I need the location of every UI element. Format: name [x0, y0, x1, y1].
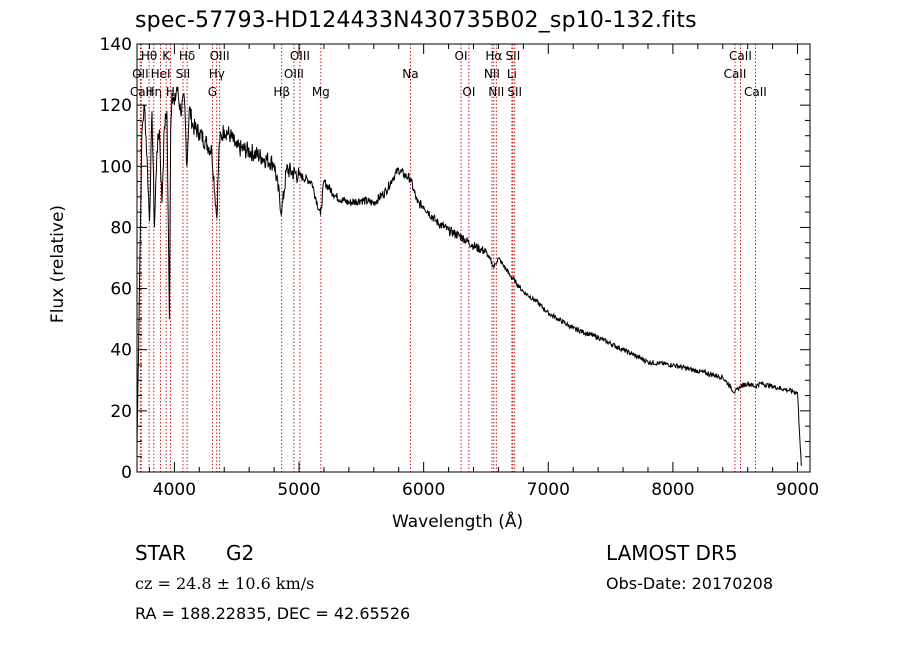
y-axis-label: Flux (relative)	[48, 204, 68, 324]
chart-title: spec-57793-HD124433N430735B02_sp10-132.f…	[135, 8, 697, 33]
line-label: Hγ	[209, 67, 225, 81]
line-label: CaII	[729, 49, 752, 63]
y-tick-label: 40	[110, 341, 132, 361]
line-label: OI	[455, 49, 468, 63]
object-class: STAR	[135, 541, 186, 565]
line-label: OIII	[210, 49, 230, 63]
spectrum-series	[136, 86, 802, 466]
plot-axes: 4000 5000 6000 7000 8000 9000 0 20 40 60 80 100 120 1…	[100, 35, 820, 500]
line-label: Hα	[485, 49, 502, 63]
redshift-cz: cz = 24.8 ± 10.6 km/s	[135, 574, 315, 593]
object-subclass: G2	[226, 541, 255, 565]
x-tick-label: 5000	[277, 480, 320, 500]
line-label: OIII	[284, 67, 304, 81]
line-label: Hθ	[141, 49, 157, 63]
x-tick-label: 9000	[776, 480, 819, 500]
line-label: NII	[488, 85, 504, 99]
line-label: CaII	[130, 85, 153, 99]
x-tick-label: 7000	[527, 480, 570, 500]
line-label: Li	[507, 67, 517, 81]
line-label: K	[162, 49, 171, 63]
line-label: SII	[176, 67, 191, 81]
y-tick-label: 140	[100, 35, 132, 55]
line-label: CaII	[744, 85, 767, 99]
observation-date: Obs-Date: 20170208	[606, 574, 774, 593]
line-label: Mg	[312, 85, 330, 99]
y-tick-label: 100	[100, 157, 132, 177]
x-axis-label: Wavelength (Å)	[392, 512, 524, 532]
line-label: Hδ	[179, 49, 195, 63]
y-tick-label: 120	[100, 96, 132, 116]
y-tick-label: 60	[110, 280, 132, 300]
x-tick-label: 4000	[153, 480, 196, 500]
emission-line-markers: OIICaIIHθHηHeIKHSIIHδGHγOIIIHβOIIIOIIIMg…	[130, 44, 767, 472]
x-tick-label: 8000	[651, 480, 694, 500]
line-label: Na	[402, 67, 418, 81]
line-label: NII	[484, 67, 500, 81]
line-label: OIII	[290, 49, 310, 63]
line-label: H	[166, 85, 175, 99]
ra-dec-coordinates: RA = 188.22835, DEC = 42.65526	[135, 604, 411, 623]
y-tick-label: 20	[110, 402, 132, 422]
line-label: CaII	[724, 67, 747, 81]
survey-name: LAMOST DR5	[606, 541, 738, 565]
plot-frame	[136, 43, 811, 473]
line-label: OI	[462, 85, 475, 99]
line-label: Hβ	[273, 85, 290, 99]
y-tick-label: 80	[110, 218, 132, 238]
y-tick-label: 0	[121, 463, 132, 483]
line-label: SII	[506, 49, 521, 63]
line-label: G	[208, 85, 217, 99]
spectrum-line	[136, 86, 802, 466]
x-tick-label: 6000	[402, 480, 445, 500]
line-label: Hη	[146, 85, 163, 99]
line-label: SII	[507, 85, 522, 99]
line-label: OII	[132, 67, 149, 81]
line-label: HeI	[151, 67, 171, 81]
